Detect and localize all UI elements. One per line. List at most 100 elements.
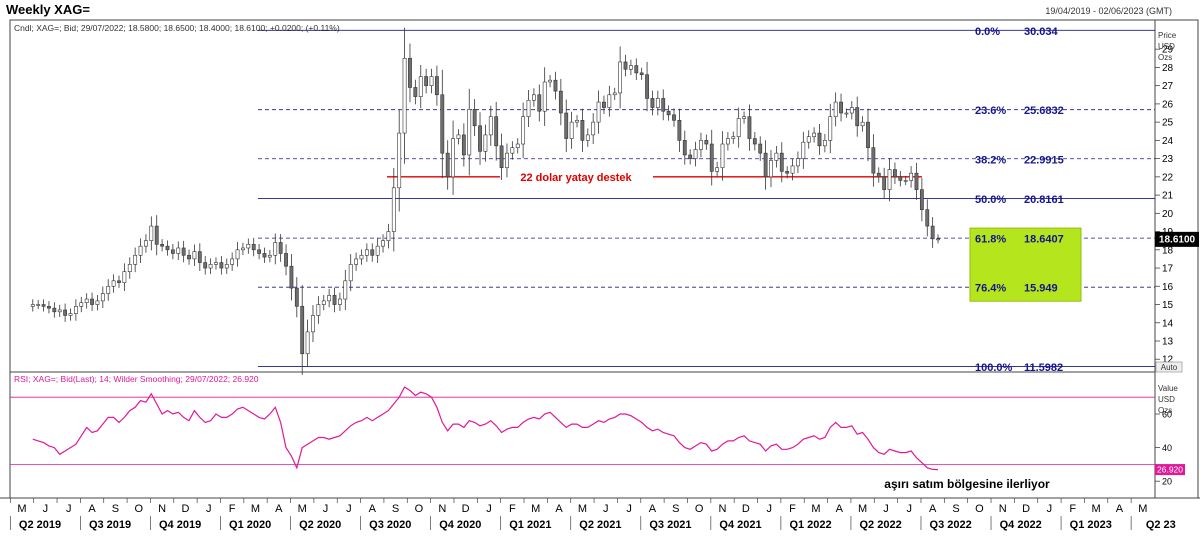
candle-body: [79, 302, 84, 307]
month-label: O: [415, 503, 424, 515]
quarter-label: Q2 2019: [19, 519, 61, 531]
price-tick-label: 16: [1162, 282, 1174, 293]
month-label: A: [1116, 503, 1124, 515]
candle-body: [693, 149, 698, 159]
candle-body: [779, 152, 784, 172]
candle-body: [548, 79, 552, 83]
candle-body: [117, 280, 121, 283]
candle-body: [440, 94, 445, 154]
candle-body: [785, 171, 790, 174]
candle-body: [796, 158, 800, 167]
quarter-label: Q4 2021: [719, 519, 761, 531]
candle-body: [375, 245, 380, 256]
quarter-label: Q4 2022: [1000, 519, 1042, 531]
price-tick-label: 26: [1162, 99, 1174, 110]
quarter-label: Q2 2022: [859, 519, 901, 531]
fib-value-label: 25.6832: [1024, 105, 1064, 117]
candle-body: [725, 138, 730, 145]
quarter-label: Q4 2019: [159, 519, 201, 531]
candle-body: [30, 304, 35, 307]
candle-body: [435, 76, 439, 96]
candle-body: [451, 138, 455, 178]
auto-scale-label: Auto: [1161, 363, 1178, 372]
fibonacci-retracement: [258, 29, 1155, 367]
candle-body: [682, 140, 687, 156]
candle-body: [898, 176, 903, 181]
candle-body: [876, 172, 881, 178]
rsi-last-badge: [1155, 464, 1185, 476]
quarter-label: Q1 2021: [509, 519, 551, 531]
price-tick-label: 24: [1162, 136, 1174, 147]
fib-value-label: 20.8161: [1024, 194, 1064, 206]
candle-body: [289, 265, 294, 289]
month-label: J: [43, 503, 49, 515]
month-label: J: [323, 503, 329, 515]
candle-body: [262, 253, 267, 258]
candle-body: [521, 116, 526, 145]
fib-percent-label: 76.4%: [975, 283, 1006, 295]
month-label: J: [626, 503, 632, 515]
price-tick-label: 17: [1162, 264, 1174, 275]
month-label: N: [158, 503, 166, 515]
candle-body: [386, 231, 391, 241]
price-axis-title-1: Price: [1158, 31, 1177, 40]
auto-scale-button[interactable]: [1155, 361, 1183, 373]
candle-body: [397, 132, 402, 189]
candle-body: [197, 251, 202, 263]
candle-body: [628, 65, 633, 70]
month-label: M: [531, 503, 540, 515]
candle-body: [822, 140, 827, 147]
price-tick-label: 14: [1162, 318, 1174, 329]
candle-body: [569, 121, 574, 139]
month-label: D: [1022, 503, 1030, 515]
candle-body: [445, 152, 450, 178]
price-tick-label: 18: [1162, 245, 1174, 256]
candle-body: [575, 120, 579, 123]
candle-body: [532, 94, 536, 101]
candle-body: [467, 109, 472, 156]
candle-body: [806, 136, 811, 143]
candle-body: [666, 110, 671, 116]
candle-body: [499, 145, 504, 169]
candle-body: [828, 116, 833, 141]
candle-body: [284, 253, 288, 267]
candle-body: [106, 285, 111, 294]
candle-body: [488, 116, 493, 136]
month-label: M: [1138, 503, 1147, 515]
candle-body: [181, 247, 186, 256]
candle-body: [36, 304, 41, 306]
candle-body: [311, 315, 315, 333]
month-label: N: [999, 503, 1007, 515]
candle-body: [192, 251, 197, 260]
candle-body: [655, 98, 660, 108]
month-label: A: [555, 503, 563, 515]
candle-body: [483, 134, 488, 152]
fib-value-label: 22.9915: [1024, 154, 1064, 166]
price-tick-label: 29: [1162, 45, 1174, 56]
price-tick-label: 28: [1162, 63, 1174, 74]
rsi-annotation: aşırı satım bölgesine ilerliyor: [884, 477, 1050, 491]
candle-body: [860, 121, 865, 127]
candle-body: [585, 134, 590, 141]
fib-percent-label: 100.0%: [975, 362, 1013, 374]
candle-body: [747, 116, 752, 139]
candle-body: [769, 160, 773, 178]
month-label: J: [883, 503, 889, 515]
month-label: A: [275, 503, 283, 515]
fib-percent-label: 38.2%: [975, 154, 1006, 166]
rsi-axis-title-2: USD: [1158, 395, 1175, 404]
candle-body: [709, 143, 714, 172]
candle-body: [704, 140, 709, 145]
candle-body: [111, 280, 116, 287]
candle-body: [580, 120, 585, 141]
candle-body: [370, 249, 375, 256]
last-price-label: 18.6100: [1159, 234, 1196, 245]
month-label: M: [251, 503, 260, 515]
candle-body: [882, 176, 887, 190]
candle-body: [494, 116, 499, 147]
candle-body: [208, 264, 213, 269]
candle-body: [752, 138, 757, 145]
quarter-label: Q1 2022: [789, 519, 831, 531]
quarter-label: Q2 2021: [579, 519, 621, 531]
fib-percent-label: 61.8%: [975, 234, 1006, 246]
